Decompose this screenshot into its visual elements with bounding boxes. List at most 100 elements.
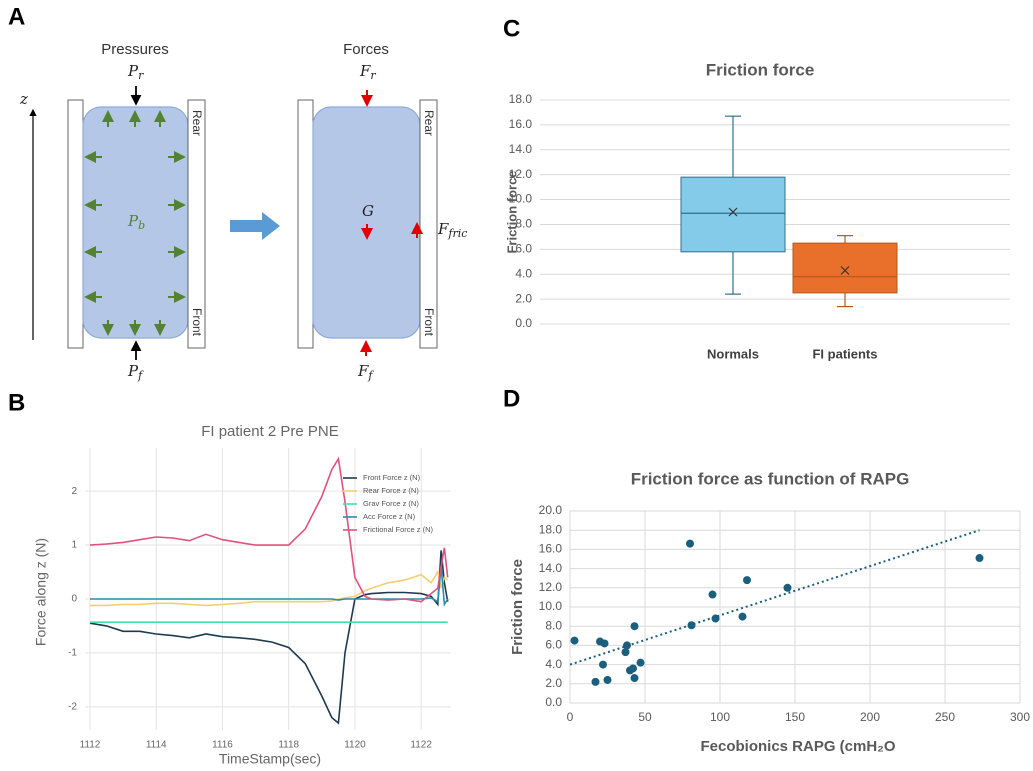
x-tick-label: 150 <box>785 710 805 724</box>
x-tick-label: 1118 <box>278 740 299 751</box>
legend-label: Grav Force z (N) <box>363 499 419 508</box>
y-tick-label: 18.0 <box>539 522 563 536</box>
chart: Friction force as function of RAPG 0.0 2.0… <box>509 469 1030 754</box>
y-tick-label: 2.0 <box>545 676 562 690</box>
wall <box>187 99 206 349</box>
bolus <box>312 106 421 339</box>
point <box>743 576 751 585</box>
y-axis-label: Friction force <box>504 170 519 253</box>
x-tick-label: 1114 <box>146 740 167 751</box>
point <box>630 622 639 631</box>
label-base: F <box>357 362 369 380</box>
label-base: F <box>437 220 449 238</box>
y-tick-label: 16.0 <box>509 117 533 131</box>
chart-title: Friction force as function of RAPG <box>631 469 910 488</box>
y-tick-label: 16.0 <box>539 542 563 556</box>
legend-label: Acc Force z (N) <box>363 512 416 521</box>
y-tick-label: -1 <box>68 648 77 659</box>
point <box>599 660 607 669</box>
panel-label: A <box>8 3 25 30</box>
label-base: F <box>359 62 371 80</box>
x-tick-label: 1116 <box>212 740 233 751</box>
point <box>975 554 984 563</box>
point <box>686 539 694 548</box>
line <box>89 456 449 603</box>
x-tick-label: FI patients <box>812 346 877 361</box>
box <box>680 176 786 253</box>
label-sub: r <box>370 69 376 82</box>
y-tick-label: -2 <box>68 701 77 712</box>
legend-label: Frictional Force z (N) <box>363 525 434 534</box>
y-tick-label: 6.0 <box>515 242 532 256</box>
x-tick-label: 0 <box>567 710 574 724</box>
diagram: Pressures Forces z Rear Front Pr Pb Pf R… <box>19 41 467 382</box>
chart-title: FI patient 2 Pre PNE <box>201 423 339 440</box>
chart-title: Friction force <box>706 60 815 79</box>
diagram-label: Ffric <box>437 220 467 240</box>
x-tick-label: Normals <box>707 346 759 361</box>
point <box>629 664 637 673</box>
y-tick-label: 0.0 <box>545 695 562 709</box>
label-base: P <box>127 62 139 80</box>
trendline <box>569 529 980 666</box>
x-tick-label: 1122 <box>410 740 432 751</box>
diagram-label: G <box>362 202 374 220</box>
wall <box>297 99 314 349</box>
label-base: P <box>127 362 139 380</box>
mean-marker <box>840 266 850 275</box>
y-axis-label: Friction force <box>509 559 526 655</box>
x-tick-label: 1120 <box>344 740 366 751</box>
point <box>783 583 792 592</box>
panel-label: D <box>503 385 520 412</box>
point <box>623 641 631 650</box>
point <box>636 658 645 667</box>
x-axis-label: TimeStamp(sec) <box>219 751 321 767</box>
legend-label: Rear Force z (N) <box>363 486 419 495</box>
y-tick-label: 14.0 <box>539 561 563 575</box>
label-sub: b <box>138 219 145 232</box>
diagram-label: Pf <box>127 362 144 382</box>
label-sub: f <box>367 369 374 382</box>
y-tick-label: 2 <box>71 486 77 497</box>
wall-label: Front <box>190 308 204 337</box>
chart: FI patient 2 Pre PNE -2 -1 0 1 2 1112 1114 1116 1… <box>33 423 451 767</box>
wall-label: Rear <box>190 110 204 136</box>
point <box>621 648 630 657</box>
force-arrows <box>360 90 423 356</box>
charts: FI patient 2 Pre PNE -2 -1 0 1 2 1112 1114 1116 1… <box>33 60 1031 766</box>
label-sub: f <box>137 369 144 382</box>
y-axis-label: Force along z (N) <box>33 538 49 646</box>
y-tick-label: 18.0 <box>509 92 533 106</box>
mean-marker <box>728 207 738 217</box>
y-tick-label: 6.0 <box>545 638 562 652</box>
label-base: P <box>127 212 139 230</box>
panel-label: C <box>503 15 520 42</box>
wall-label: Rear <box>422 110 436 136</box>
diagram-label: Fr <box>359 62 376 82</box>
y-tick-label: 8.0 <box>515 217 532 231</box>
label-sub: fric <box>447 227 467 240</box>
point <box>687 621 696 630</box>
x-tick-label: 200 <box>860 710 880 724</box>
x-tick-label: 300 <box>1010 710 1030 724</box>
y-tick-label: 10.0 <box>509 192 533 206</box>
wall-label: Front <box>422 308 436 337</box>
x-tick-label: 1112 <box>80 740 101 751</box>
diagram-title: Pressures <box>101 41 169 58</box>
x-tick-label: 100 <box>710 710 730 724</box>
y-tick-label: 12.0 <box>509 167 533 181</box>
plot-area <box>85 448 451 730</box>
point <box>711 614 720 623</box>
y-tick-label: 10.0 <box>539 599 563 613</box>
y-tick-label: 8.0 <box>545 618 562 632</box>
x-tick-label: 50 <box>638 710 652 724</box>
x-tick-label: 250 <box>935 710 955 724</box>
line <box>89 550 449 725</box>
point <box>630 674 639 683</box>
y-tick-label: 0.0 <box>515 316 532 330</box>
y-tick-label: 12.0 <box>539 580 563 594</box>
y-tick-label: 0 <box>71 594 77 605</box>
y-tick-label: 1 <box>71 540 77 551</box>
point <box>591 677 600 686</box>
